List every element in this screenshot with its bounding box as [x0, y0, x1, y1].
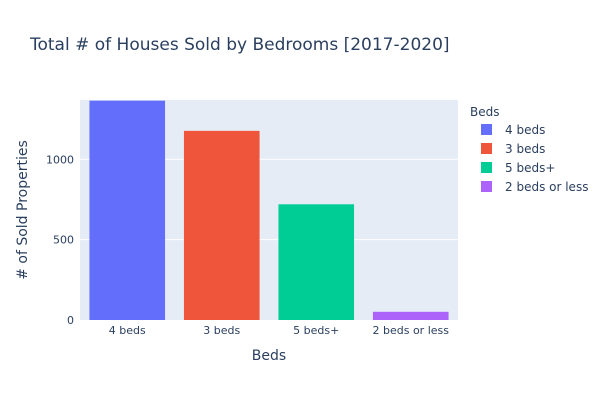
legend-swatch[interactable] [481, 124, 492, 135]
legend-entry[interactable]: 4 beds [505, 123, 545, 137]
legend-swatch[interactable] [481, 143, 492, 154]
legend-entry[interactable]: 2 beds or less [505, 180, 588, 194]
bars [89, 100, 449, 320]
x-tick-label: 2 beds or less [373, 324, 450, 337]
x-tick-label: 4 beds [109, 324, 146, 337]
legend-entry[interactable]: 5 beds+ [505, 161, 555, 175]
legend-title: Beds [470, 105, 499, 119]
x-tick-label: 5 beds+ [293, 324, 339, 337]
y-tick-label: 0 [67, 314, 74, 327]
legend-entry[interactable]: 3 beds [505, 142, 545, 156]
bar-3-beds[interactable] [183, 130, 260, 320]
y-tick-label: 500 [53, 234, 74, 247]
legend: Beds 4 beds 3 beds 5 beds+ 2 beds or less [470, 105, 588, 194]
bar-2-beds-or-less[interactable] [372, 311, 449, 320]
bar-5-beds-[interactable] [278, 204, 355, 320]
x-axis-title: Beds [252, 348, 286, 364]
y-tick-labels: 0 500 1000 [46, 153, 74, 327]
x-tick-labels: 4 beds 3 beds 5 beds+ 2 beds or less [109, 324, 449, 337]
legend-swatch[interactable] [481, 181, 492, 192]
y-tick-label: 1000 [46, 153, 74, 166]
y-axis-title: # of Sold Properties [15, 140, 31, 280]
legend-swatch[interactable] [481, 162, 492, 173]
bar-4-beds[interactable] [89, 100, 166, 320]
chart-title: Total # of Houses Sold by Bedrooms [2017… [29, 35, 450, 55]
x-tick-label: 3 beds [203, 324, 240, 337]
